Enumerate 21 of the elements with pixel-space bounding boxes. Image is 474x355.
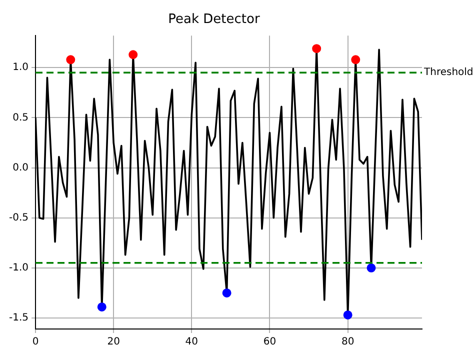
x-tick-label: 20	[107, 336, 120, 348]
y-tick-label: -1.5	[8, 312, 29, 324]
chart-title: Peak Detector	[168, 12, 260, 28]
y-tick-label: 0.0	[12, 162, 29, 174]
y-tick-label: -0.5	[8, 212, 29, 224]
point	[343, 310, 352, 320]
y-tick-label: 0.5	[12, 112, 29, 124]
y-tick-label: 1.0	[12, 62, 29, 74]
point	[222, 288, 232, 298]
point	[366, 263, 376, 272]
point	[351, 55, 360, 64]
point	[66, 55, 76, 64]
point	[97, 302, 106, 312]
x-tick-label: 60	[263, 336, 276, 348]
point	[312, 44, 322, 54]
y-tick-label: -1.0	[8, 262, 29, 274]
x-tick-label: 0	[32, 336, 39, 348]
x-tick-label: 40	[185, 336, 198, 348]
ref-line-label: Threshold	[423, 67, 474, 78]
point	[128, 50, 138, 60]
x-tick-label: 80	[341, 336, 354, 348]
